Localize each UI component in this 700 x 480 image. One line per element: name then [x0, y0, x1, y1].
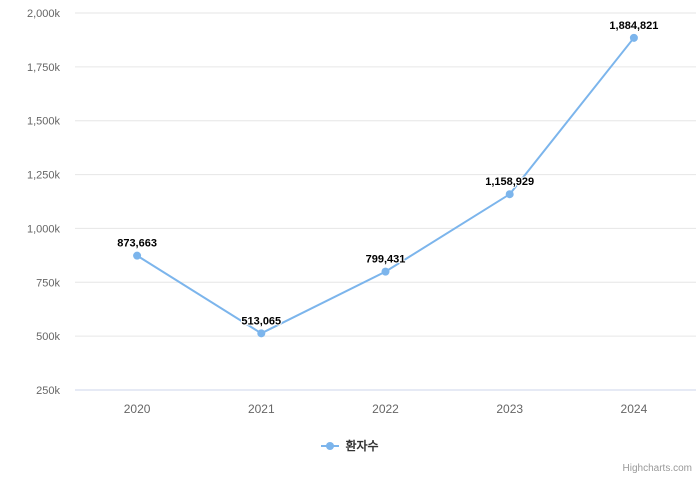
y-axis-label: 1,250k	[27, 170, 61, 182]
data-point-label: 1,884,821	[609, 20, 658, 32]
series-line[interactable]	[136, 36, 635, 335]
x-axis-label: 2020	[124, 402, 151, 416]
y-axis-label: 1,750k	[27, 62, 61, 74]
data-point-label: 1,158,929	[485, 176, 534, 188]
data-point-marker[interactable]	[629, 33, 638, 42]
x-axis-label: 2024	[621, 402, 648, 416]
y-axis-label: 250k	[36, 385, 60, 397]
data-point-label: 873,663	[117, 238, 157, 250]
data-point-marker[interactable]	[133, 251, 142, 260]
data-point-marker[interactable]	[381, 267, 390, 276]
x-axis-label: 2022	[372, 402, 399, 416]
y-axis-label: 1,500k	[27, 116, 61, 128]
data-point-marker[interactable]	[505, 190, 514, 199]
data-point-marker[interactable]	[257, 329, 266, 338]
x-axis-label: 2021	[248, 402, 275, 416]
legend-label: 환자수	[345, 439, 379, 453]
y-axis-label: 2,000k	[27, 8, 61, 20]
credits-link[interactable]: Highcharts.com	[622, 463, 692, 474]
y-axis-label: 500k	[36, 331, 60, 343]
data-point-label: 799,431	[366, 254, 406, 266]
y-axis-label: 750k	[36, 277, 60, 289]
legend-item[interactable]: 환자수	[0, 437, 700, 454]
legend-marker-icon	[321, 441, 340, 450]
data-point-label: 513,065	[241, 315, 281, 327]
x-axis-label: 2023	[496, 402, 523, 416]
y-axis-label: 1,000k	[27, 223, 61, 235]
